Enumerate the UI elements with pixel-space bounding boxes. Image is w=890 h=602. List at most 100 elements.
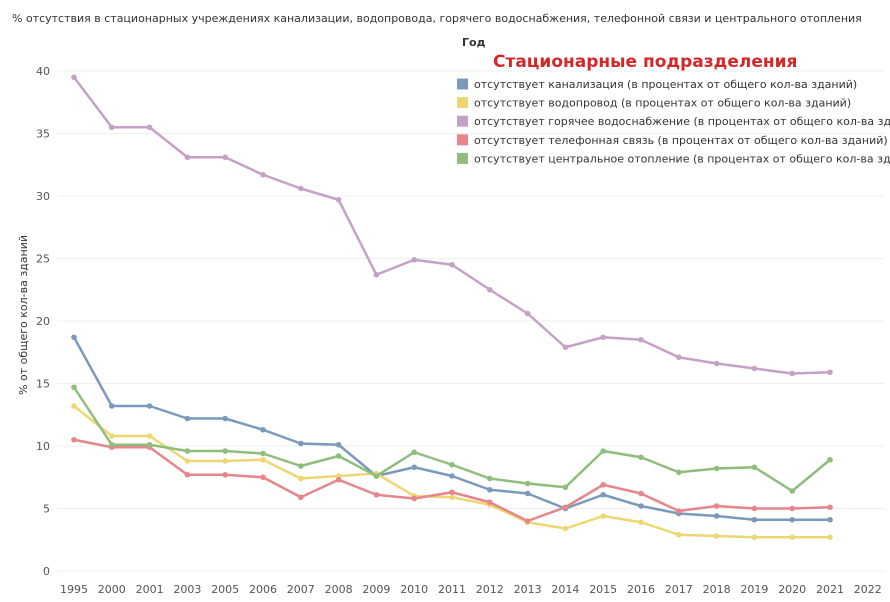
data-point <box>487 486 493 493</box>
data-point <box>713 503 720 509</box>
data-point <box>562 504 569 511</box>
y-tick-label: 25 <box>36 253 50 266</box>
data-point <box>298 475 304 482</box>
data-point <box>411 449 418 456</box>
data-point <box>184 415 191 422</box>
data-point <box>335 441 342 448</box>
data-point <box>449 494 455 501</box>
data-point <box>676 531 682 538</box>
legend-swatch <box>457 97 468 109</box>
data-point <box>789 516 795 523</box>
legend-title: Стационарные подразделения <box>493 52 797 72</box>
x-tick-label: 2021 <box>816 583 844 596</box>
data-point <box>222 415 228 422</box>
data-point <box>298 185 304 192</box>
data-point <box>146 403 153 409</box>
data-point <box>373 491 380 498</box>
data-point <box>260 474 266 481</box>
data-point <box>827 504 833 511</box>
data-point <box>71 74 77 81</box>
y-tick-label: 35 <box>36 128 50 141</box>
data-point <box>524 480 531 487</box>
y-tick-label: 0 <box>43 565 50 578</box>
data-point <box>335 453 342 459</box>
data-point <box>487 499 493 506</box>
data-point <box>184 458 191 464</box>
data-point <box>71 334 77 341</box>
data-point <box>789 370 795 377</box>
legend-swatch <box>457 78 468 90</box>
legend-swatch <box>457 134 468 146</box>
x-tick-label: 2013 <box>514 583 542 596</box>
data-point <box>222 448 228 454</box>
data-point <box>449 489 455 496</box>
data-point <box>751 505 758 512</box>
x-tick-label: 2020 <box>778 583 806 596</box>
data-point <box>562 484 569 491</box>
legend-items: отсутствует канализация (в процентах от … <box>457 78 890 165</box>
x-tick-label: 2019 <box>740 583 768 596</box>
legend-swatch <box>457 152 468 164</box>
legend-label: отсутствует водопровод (в процентах от о… <box>474 97 851 110</box>
x-tick-label: 2022 <box>854 583 882 596</box>
data-point <box>676 354 682 361</box>
x-tick-label: 2005 <box>211 583 239 596</box>
data-point <box>827 516 833 523</box>
series-4 <box>71 384 833 494</box>
x-tick-label: 2016 <box>627 583 655 596</box>
legend: Год Стационарные подразделения отсутству… <box>457 36 890 165</box>
data-point <box>713 533 720 539</box>
data-point <box>638 503 644 509</box>
data-point <box>335 196 342 203</box>
data-point <box>260 171 266 178</box>
data-point <box>524 518 531 524</box>
data-point <box>676 469 682 476</box>
data-point <box>411 464 418 471</box>
data-point <box>789 534 795 541</box>
data-point <box>600 513 606 519</box>
x-tick-label: 2000 <box>98 583 126 596</box>
y-tick-label: 15 <box>36 378 50 391</box>
series-1 <box>71 403 833 541</box>
x-tick-label: 2011 <box>438 583 466 596</box>
data-point <box>562 525 569 532</box>
data-point <box>184 471 191 478</box>
data-point <box>487 475 493 482</box>
y-tick-label: 5 <box>43 503 50 516</box>
series-3 <box>71 436 833 524</box>
data-point <box>449 473 455 479</box>
data-point <box>222 458 228 464</box>
grid <box>58 70 885 572</box>
data-point <box>751 534 758 541</box>
data-point <box>184 154 191 161</box>
data-point <box>71 403 77 409</box>
data-point <box>260 456 266 463</box>
data-point <box>449 261 455 268</box>
data-point <box>524 490 531 497</box>
data-point <box>600 334 606 341</box>
y-tick-label: 10 <box>36 440 50 453</box>
data-point <box>411 256 418 263</box>
data-point <box>600 481 606 488</box>
data-point <box>449 461 455 468</box>
x-tick-label: 2007 <box>287 583 315 596</box>
data-point <box>600 448 606 454</box>
data-point <box>638 490 644 497</box>
legend-header: Год <box>462 36 486 49</box>
data-point <box>109 124 115 131</box>
x-tick-label: 2001 <box>136 583 164 596</box>
data-point <box>260 450 266 457</box>
legend-label: отсутствует горячее водоснабжение (в про… <box>474 115 890 128</box>
data-point <box>713 360 720 367</box>
x-tick-label: 2012 <box>476 583 504 596</box>
data-point <box>222 154 228 161</box>
data-point <box>827 534 833 541</box>
x-tick-label: 2010 <box>400 583 428 596</box>
data-point <box>789 488 795 494</box>
data-point <box>789 505 795 512</box>
data-point <box>71 436 77 443</box>
data-point <box>827 456 833 463</box>
data-point <box>713 513 720 519</box>
data-point <box>298 494 304 501</box>
